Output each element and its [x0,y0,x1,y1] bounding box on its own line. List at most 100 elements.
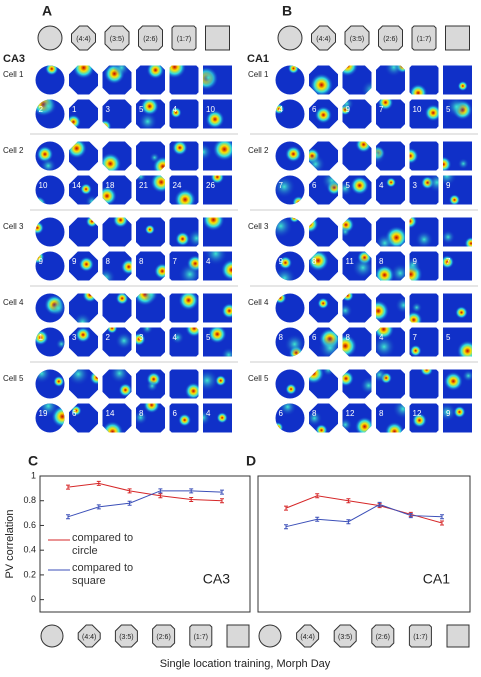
rate-map [169,175,199,205]
rate-field [221,303,232,319]
rate-field [203,251,228,266]
rate-field [275,293,287,304]
cell-label: Cell 1 [3,70,24,79]
rate-map-body [309,99,338,129]
rate-map [102,65,132,95]
peak-rate: 7 [413,333,418,342]
rate-map-body [309,175,338,205]
rate-field [409,257,421,274]
rate-map [136,141,165,171]
rate-map [376,369,405,399]
rate-map [203,99,232,129]
rate-map-body [409,369,439,399]
rate-map [275,403,305,433]
rate-map [443,141,472,171]
rate-map [342,99,372,129]
y-tick-label: 0.4 [23,545,36,555]
peak-rate: 5 [446,333,451,342]
rate-map [275,65,305,95]
rate-field [342,180,353,197]
rate-field [457,158,469,170]
rate-field [69,114,81,129]
rate-map-body [275,403,305,433]
rate-map [102,403,132,433]
rate-map [102,327,132,357]
peak-rate: 8 [312,409,317,418]
rate-field [412,412,427,428]
rate-field [287,65,300,75]
rate-map-body [169,293,199,323]
rate-field [395,296,405,314]
rate-field [210,175,225,184]
rate-field [443,175,458,187]
rate-map-body [102,217,132,247]
cell-label: Cell 4 [248,298,269,307]
rate-field [120,258,132,275]
series-line [285,503,443,528]
peak-rate: 19 [39,409,48,418]
rate-map [376,327,405,357]
rate-map [35,251,65,281]
shape-icon [40,624,64,648]
rate-field [409,344,422,357]
rate-map-body [102,141,132,171]
rate-map [69,327,98,357]
rate-map [169,327,199,357]
rate-field [178,262,199,281]
y-tick-label: 1 [31,470,36,480]
rate-map [443,99,472,129]
peak-rate: 4 [206,257,211,266]
rate-map-body [102,403,132,433]
rate-map-bg [443,65,472,95]
rate-map-body [275,217,305,247]
rate-map [169,99,199,129]
peak-rate: 6 [72,409,77,418]
rate-field [275,175,296,199]
rate-field [415,230,434,247]
peak-rate: 7 [279,181,284,190]
legend-entry: compared to square [72,562,134,587]
rate-map [169,217,199,247]
rate-map [376,403,405,433]
rate-map-body [69,293,98,323]
rate-field [317,297,329,310]
rate-field [170,106,182,119]
rate-map-body [443,403,472,433]
rate-map [136,369,165,399]
rate-map-body [203,369,232,399]
plot-frame [257,475,471,613]
peak-rate: 9 [446,409,451,418]
rate-field [143,403,160,414]
rate-field [321,175,338,192]
rate-field [144,224,155,235]
data-point [220,489,224,495]
series-line [67,490,223,518]
rate-map-body [309,293,338,323]
rate-map [409,251,439,281]
rate-map [35,141,65,171]
rate-map-body [409,99,439,129]
rate-map [203,293,232,323]
peak-rate: 4 [279,105,284,114]
rate-map [136,99,165,129]
rate-map-body [35,217,65,247]
peak-rate: 10 [206,105,215,114]
rate-map [169,65,199,95]
rate-map-body [203,141,232,171]
rate-map-body [69,251,98,281]
rate-field [136,410,148,425]
rate-map [376,293,405,323]
rate-map-body [102,65,132,95]
rate-map-body [376,141,405,171]
x-axis-label: Single location training, Morph Day [160,658,331,670]
rate-map [69,403,98,433]
rate-field [342,217,355,234]
data-point [284,524,288,530]
rate-map [342,403,372,433]
shape-icon [296,624,320,648]
rate-map [102,141,132,171]
rate-map-body [275,65,305,95]
peak-rate: 8 [139,409,144,418]
rate-field [384,65,404,77]
rate-field [184,382,199,399]
